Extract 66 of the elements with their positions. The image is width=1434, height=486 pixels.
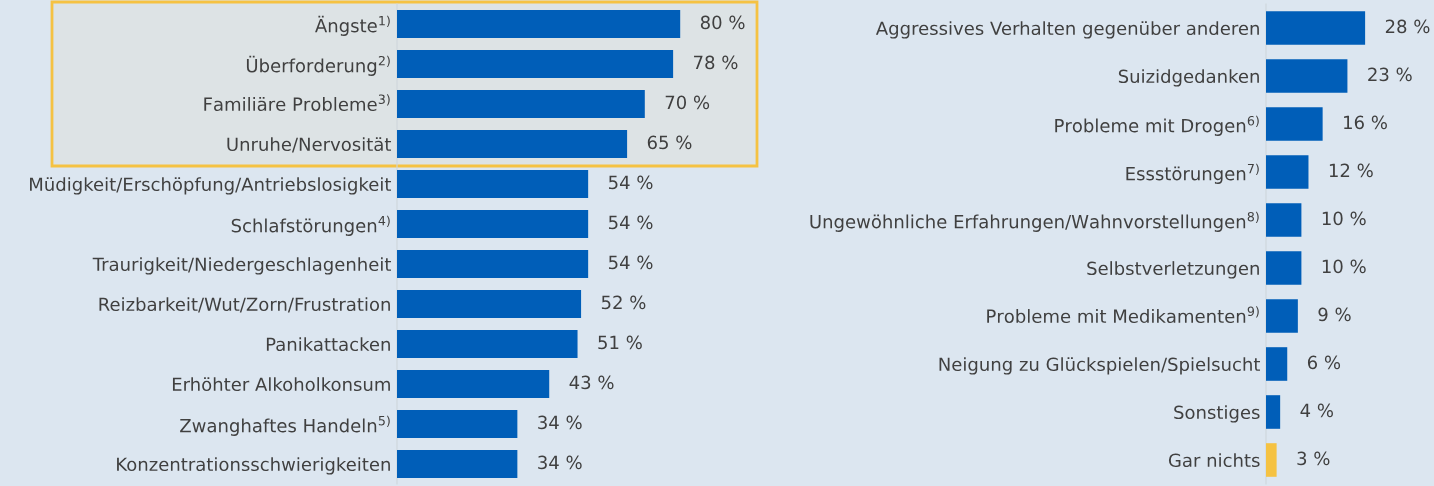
data-label: 6 % bbox=[1307, 355, 1341, 370]
data-label: 54 % bbox=[609, 175, 653, 190]
y-tick-label: Reizbarkeit/Wut/Zorn/Frustration bbox=[99, 297, 390, 313]
data-label: 34 % bbox=[538, 415, 582, 430]
data-label: 54 % bbox=[609, 255, 653, 270]
y-tick-label: Zwanghaftes Handeln$^{5)}$ bbox=[180, 415, 390, 436]
data-label: 80 % bbox=[700, 15, 745, 30]
bar bbox=[1266, 395, 1281, 429]
y-tick-label: Probleme mit Drogen$^{6)}$ bbox=[1055, 115, 1259, 136]
data-label: 28 % bbox=[1385, 19, 1430, 34]
bar bbox=[397, 10, 681, 38]
data-label: 10 % bbox=[1322, 259, 1366, 274]
bar bbox=[1266, 11, 1366, 45]
y-tick-label: Ungewöhnliche Erfahrungen/Wahnvorstellungen$^{8)}$ bbox=[810, 211, 1259, 232]
y-tick-label: Konzentrationsschwierigkeiten bbox=[117, 457, 390, 475]
data-label: 23 % bbox=[1368, 67, 1412, 82]
y-tick-label: Gar nichts bbox=[1168, 453, 1260, 468]
y-tick-label: Erhöhter Alkoholkonsum bbox=[172, 377, 390, 392]
bar bbox=[1266, 347, 1288, 381]
bar bbox=[397, 130, 628, 158]
bar bbox=[397, 250, 589, 278]
y-tick-label: Sonstiges bbox=[1174, 405, 1260, 423]
y-tick-label: Unruhe/Nervosität bbox=[227, 137, 392, 153]
y-tick-label: Aggressives Verhalten gegenüber anderen bbox=[875, 21, 1259, 39]
bar bbox=[1266, 155, 1309, 189]
y-tick-label: Familiäre Probleme$^{3)}$ bbox=[204, 94, 390, 112]
data-label: 16 % bbox=[1344, 115, 1387, 130]
data-label: 43 % bbox=[569, 375, 614, 390]
bar bbox=[397, 330, 578, 358]
data-label: 34 % bbox=[538, 455, 582, 470]
bar bbox=[1266, 203, 1302, 237]
y-tick-label: Essstörungen$^{7)}$ bbox=[1126, 163, 1259, 184]
data-label: 54 % bbox=[609, 215, 653, 230]
data-label: 10 % bbox=[1322, 211, 1366, 226]
bar bbox=[397, 210, 589, 238]
y-tick-label: Müdigkeit/Erschöpfung/Antriebslosigkeit bbox=[30, 177, 392, 195]
bar bbox=[397, 170, 589, 198]
data-label: 65 % bbox=[647, 135, 692, 150]
bar bbox=[397, 410, 518, 438]
y-tick-label: Traurigkeit/Niedergeschlagenheit bbox=[92, 257, 392, 275]
bar bbox=[397, 290, 582, 318]
bar bbox=[1266, 59, 1348, 93]
data-label: 52 % bbox=[601, 295, 646, 310]
y-tick-label: Ängste$^{1)}$ bbox=[315, 15, 390, 36]
data-label: 3 % bbox=[1297, 451, 1330, 466]
data-label: 12 % bbox=[1329, 163, 1373, 178]
y-tick-label: Panikattacken bbox=[266, 337, 390, 352]
data-label: 70 % bbox=[665, 95, 710, 110]
bar bbox=[397, 450, 518, 478]
y-tick-label: Probleme mit Medikamenten$^{9)}$ bbox=[987, 306, 1259, 324]
bar bbox=[397, 90, 645, 118]
data-label: 51 % bbox=[598, 335, 642, 350]
bar bbox=[397, 50, 674, 78]
data-label: 4 % bbox=[1300, 403, 1333, 418]
bar bbox=[1266, 251, 1302, 285]
bar bbox=[1266, 107, 1323, 141]
y-tick-label: Überforderung$^{2)}$ bbox=[246, 55, 390, 76]
y-tick-label: Suizidgedanken bbox=[1118, 69, 1259, 87]
y-tick-label: Selbstverletzungen bbox=[1087, 261, 1259, 279]
y-tick-label: Schlafstörungen$^{4)}$ bbox=[231, 215, 390, 236]
data-label: 78 % bbox=[694, 55, 738, 70]
bar bbox=[397, 370, 550, 398]
data-label: 9 % bbox=[1318, 307, 1351, 322]
y-tick-label: Neigung zu Glückspielen/Spielsucht bbox=[939, 357, 1261, 375]
bar bbox=[1266, 299, 1298, 333]
bar bbox=[1266, 443, 1277, 477]
